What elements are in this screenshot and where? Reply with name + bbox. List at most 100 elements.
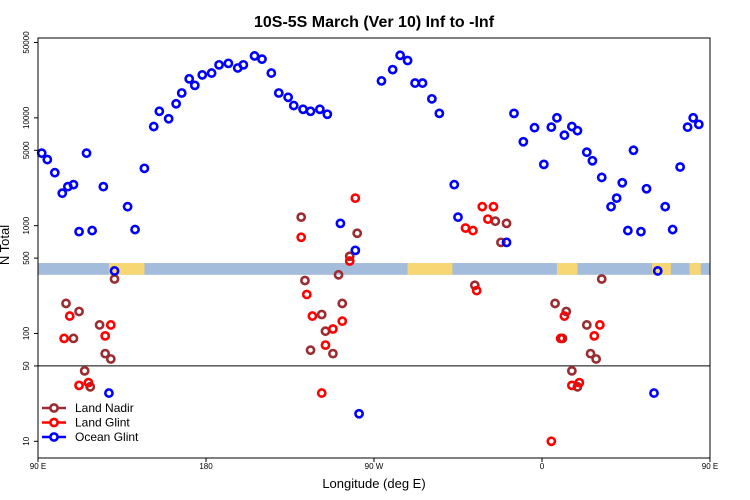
land-glint-point — [594, 320, 605, 330]
ocean-glint-point — [572, 125, 583, 136]
land-glint-point — [328, 324, 338, 334]
legend-label-land-glint: Land Glint — [75, 416, 130, 430]
legend-label-land-nadir: Land Nadir — [75, 401, 134, 415]
x-tick-label: 0 — [540, 462, 545, 471]
ocean-glint-point — [417, 78, 428, 88]
chart-title: 10S-5S March (Ver 10) Inf to -Inf — [254, 14, 495, 31]
ocean-glint-point — [628, 145, 639, 156]
x-axis-label: Longitude (deg E) — [322, 476, 425, 491]
x-tick-label: 90 E — [702, 462, 718, 471]
ocean-glint-point — [322, 109, 333, 120]
ocean-glint-point — [273, 88, 284, 98]
ocean-glint-point — [109, 266, 120, 276]
x-tick-label: 90 E — [30, 462, 46, 471]
land-nadir-point — [337, 298, 348, 309]
land-glint-point — [574, 377, 585, 388]
land-glint-point — [307, 311, 318, 321]
legend-marker-ocean-glint — [49, 432, 59, 442]
land-nadir-point — [566, 365, 577, 376]
land-glint-point — [471, 285, 482, 296]
land-glint-point — [296, 232, 307, 243]
land-glint-point — [100, 330, 111, 341]
land-nadir-point — [344, 251, 355, 262]
land-nadir-point — [496, 237, 506, 248]
land-nadir-point — [305, 345, 316, 356]
land-band-segment — [108, 263, 122, 275]
ocean-glint-point — [552, 112, 562, 123]
ocean-glint-point — [529, 122, 540, 133]
ocean-glint-point — [509, 108, 519, 119]
ocean-glint-point — [238, 59, 249, 70]
ocean-glint-point — [538, 159, 549, 170]
land-nadir-point — [94, 320, 105, 330]
ocean-glint-point — [682, 122, 693, 133]
ocean-glint-point — [214, 59, 224, 70]
land-glint-point — [488, 201, 499, 212]
ocean-glint-point — [163, 113, 174, 124]
ocean-glint-point — [42, 154, 53, 165]
land-nadir-point — [561, 306, 572, 317]
land-glint-point — [64, 311, 75, 321]
legend-label-ocean-glint: Ocean Glint — [75, 430, 139, 444]
land-glint-point — [83, 377, 94, 388]
land-glint-point — [301, 289, 312, 300]
land-glint-point — [74, 380, 84, 391]
ocean-glint-point — [693, 119, 704, 130]
land-nadir-point — [596, 274, 607, 284]
ocean-glint-point — [104, 388, 114, 398]
points-layer — [36, 50, 704, 447]
land-band-segment — [689, 263, 701, 275]
ocean-glint-point — [184, 73, 195, 84]
land-nadir-point — [68, 333, 79, 344]
y-tick-label: 500 — [22, 251, 31, 265]
ocean-glint-point — [660, 201, 671, 212]
ocean-glint-point — [223, 58, 234, 69]
series-ocean-glint — [36, 50, 704, 419]
x-tick-label: 90 W — [365, 462, 384, 471]
ocean-glint-point — [434, 108, 445, 119]
ocean-glint-point — [350, 245, 361, 256]
ocean-glint-point — [354, 408, 364, 419]
ocean-glint-point — [622, 225, 633, 236]
ocean-glint-point — [387, 64, 398, 75]
ocean-glint-point — [81, 148, 92, 159]
y-tick-label: 50000 — [22, 31, 31, 54]
y-tick-label: 1000 — [22, 216, 31, 234]
y-axis-label: N Total — [0, 225, 12, 265]
land-nadir-point — [316, 309, 327, 320]
ocean-glint-point — [122, 201, 133, 212]
ocean-glint-point — [501, 237, 512, 248]
ocean-glint-point — [559, 130, 570, 141]
ocean-glint-point — [257, 54, 267, 65]
land-glint-point — [350, 193, 361, 204]
land-glint-point — [555, 333, 566, 344]
ocean-glint-point — [266, 68, 277, 78]
ocean-glint-point — [249, 51, 260, 61]
ocean-glint-point — [652, 266, 663, 276]
ocean-glint-point — [314, 104, 325, 115]
ocean-glint-point — [395, 50, 406, 61]
land-nadir-point — [591, 354, 602, 364]
ocean-glint-point — [197, 70, 208, 80]
ocean-glint-point — [675, 162, 686, 172]
land-nadir-point — [296, 212, 307, 223]
land-band-segment — [407, 263, 453, 275]
ocean-glint-point — [154, 106, 165, 117]
land-nadir-point — [61, 298, 71, 309]
ocean-glint-point — [176, 88, 187, 98]
ocean-glint-point — [148, 121, 159, 132]
ocean-glint-point — [68, 179, 79, 190]
land-nadir-point — [100, 348, 111, 359]
y-tick-label: 10 — [22, 436, 31, 445]
ocean-glint-point — [283, 92, 294, 103]
land-glint-point — [482, 214, 493, 225]
ocean-glint-point — [335, 218, 346, 229]
land-nadir-point — [501, 218, 512, 229]
ocean-glint-point — [288, 100, 299, 111]
axis-layer: 90 E 180 90 W 0 90 E 10 50 100 500 1000 5000 10000 5… — [22, 31, 718, 471]
land-glint-point — [344, 256, 355, 266]
ocean-glint-point — [606, 201, 616, 212]
series-land-glint — [59, 193, 605, 447]
ocean-glint-point — [611, 193, 622, 204]
